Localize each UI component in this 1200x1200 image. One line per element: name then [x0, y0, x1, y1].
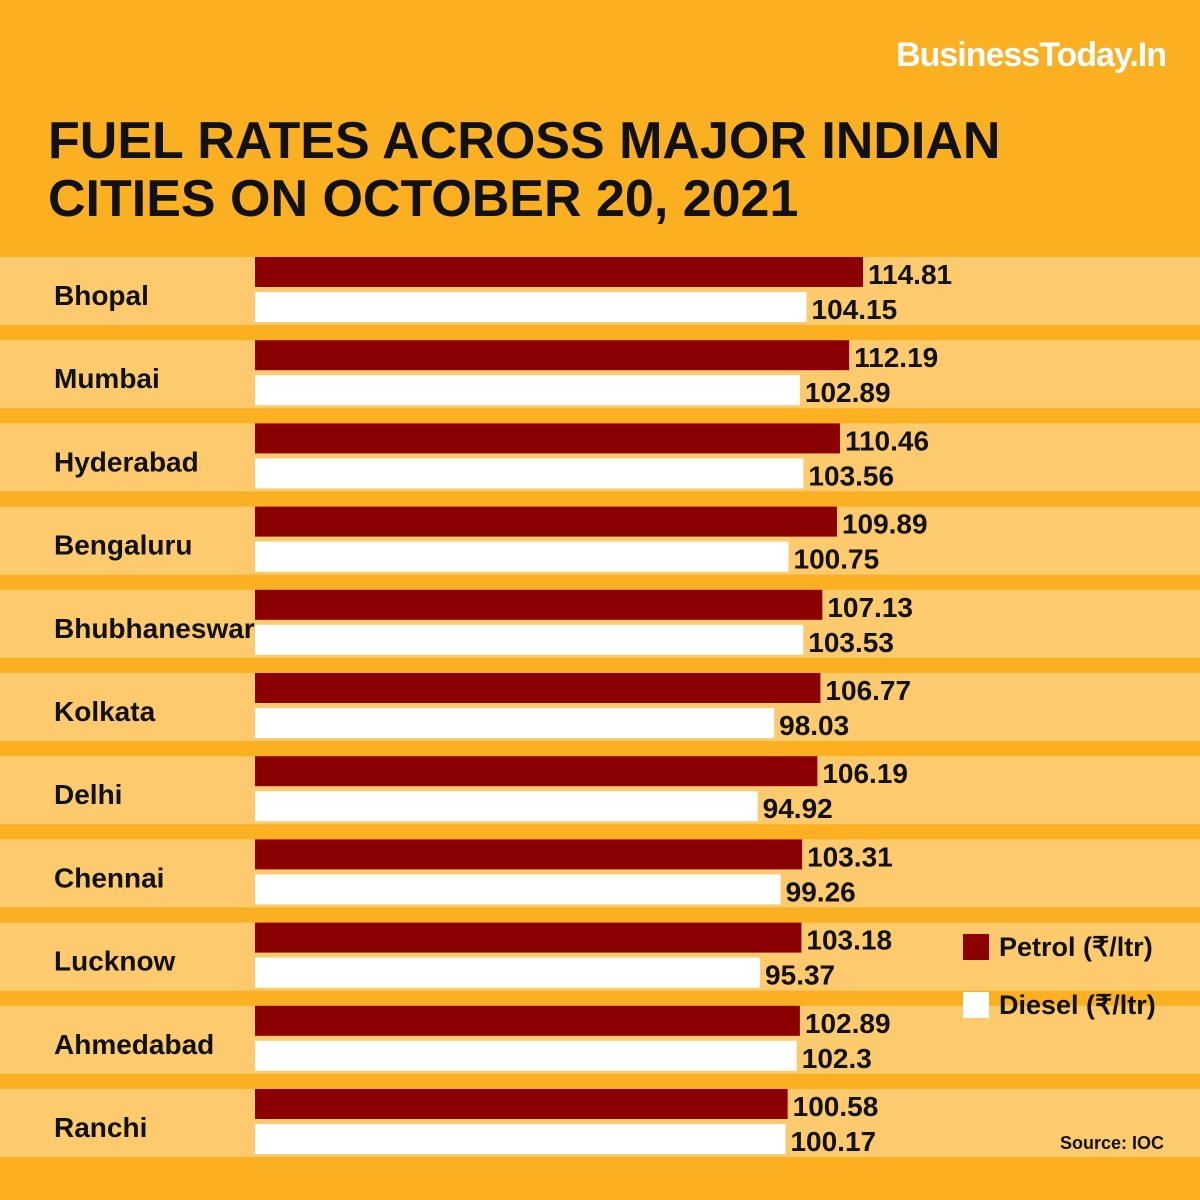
- petrol-bar: [255, 506, 837, 537]
- legend-item-petrol: Petrol (₹/ltr): [963, 930, 1156, 964]
- petrol-value-label: 112.19: [854, 342, 938, 373]
- diesel-bar: [255, 458, 804, 489]
- petrol-value-label: 109.89: [842, 509, 928, 540]
- diesel-value-label: 102.3: [802, 1043, 872, 1074]
- category-label: Bhopal: [54, 280, 149, 311]
- petrol-value-label: 103.31: [807, 841, 893, 872]
- diesel-value-label: 95.37: [765, 960, 835, 991]
- petrol-value-label: 106.77: [825, 675, 911, 706]
- brand-logo: BusinessToday.In: [896, 36, 1167, 74]
- petrol-value-label: 103.18: [806, 925, 892, 956]
- petrol-value-label: 114.81: [868, 259, 952, 290]
- petrol-bar: [255, 673, 821, 703]
- diesel-bar: [255, 624, 804, 655]
- petrol-value-label: 107.13: [827, 592, 913, 623]
- diesel-value-label: 100.75: [794, 544, 880, 575]
- category-label: Chennai: [54, 862, 164, 893]
- chart-title-line-1: FUEL RATES ACROSS MAJOR INDIAN: [48, 112, 1001, 170]
- diesel-bar: [255, 375, 800, 406]
- diesel-bar: [255, 1040, 797, 1071]
- diesel-value-label: 100.17: [790, 1126, 876, 1157]
- category-label: Bhubhaneswar: [54, 613, 255, 644]
- petrol-bar: [255, 340, 850, 371]
- category-label: Delhi: [54, 779, 122, 810]
- diesel-bar: [255, 292, 807, 322]
- diesel-bar: [255, 708, 775, 738]
- petrol-bar: [255, 423, 840, 454]
- petrol-value-label: 102.89: [805, 1008, 891, 1039]
- diesel-bar: [255, 1124, 786, 1154]
- category-label: Bengaluru: [54, 530, 192, 561]
- source-note: Source: IOC: [1059, 1133, 1164, 1153]
- chart-legend: Petrol (₹/ltr) Diesel (₹/ltr): [963, 930, 1156, 1022]
- petrol-bar: [255, 922, 802, 953]
- category-label: Ranchi: [54, 1112, 147, 1143]
- legend-swatch-diesel: [963, 992, 989, 1018]
- petrol-bar: [255, 1005, 800, 1036]
- petrol-bar: [255, 1089, 788, 1119]
- category-label: Ahmedabad: [54, 1029, 214, 1060]
- diesel-bar: [255, 874, 781, 905]
- category-label: Lucknow: [54, 946, 176, 977]
- petrol-value-label: 100.58: [793, 1091, 879, 1122]
- petrol-bar: [255, 839, 803, 870]
- legend-swatch-petrol: [963, 934, 989, 960]
- legend-label-petrol: Petrol (₹/ltr): [999, 931, 1153, 962]
- petrol-bar: [255, 756, 818, 787]
- petrol-value-label: 106.19: [822, 758, 908, 789]
- chart-title-line-2: CITIES ON OCTOBER 20, 2021: [48, 170, 799, 228]
- category-label: Hyderabad: [54, 446, 199, 477]
- petrol-bar: [255, 589, 823, 620]
- diesel-bar: [255, 957, 761, 988]
- category-label: Mumbai: [54, 363, 160, 394]
- category-label: Kolkata: [54, 696, 156, 727]
- legend-item-diesel: Diesel (₹/ltr): [963, 988, 1156, 1022]
- diesel-value-label: 99.26: [786, 876, 856, 907]
- diesel-bar: [255, 791, 758, 822]
- chart-title: FUEL RATES ACROSS MAJOR INDIAN CITIES ON…: [48, 112, 1148, 228]
- diesel-value-label: 104.15: [812, 294, 898, 325]
- petrol-value-label: 110.46: [845, 425, 929, 456]
- diesel-value-label: 98.03: [779, 710, 849, 741]
- diesel-value-label: 103.56: [808, 460, 894, 491]
- petrol-bar: [255, 257, 863, 287]
- diesel-value-label: 94.92: [763, 793, 833, 824]
- diesel-value-label: 103.53: [808, 627, 894, 658]
- legend-label-diesel: Diesel (₹/ltr): [999, 989, 1156, 1020]
- diesel-bar: [255, 541, 789, 572]
- diesel-value-label: 102.89: [805, 377, 891, 408]
